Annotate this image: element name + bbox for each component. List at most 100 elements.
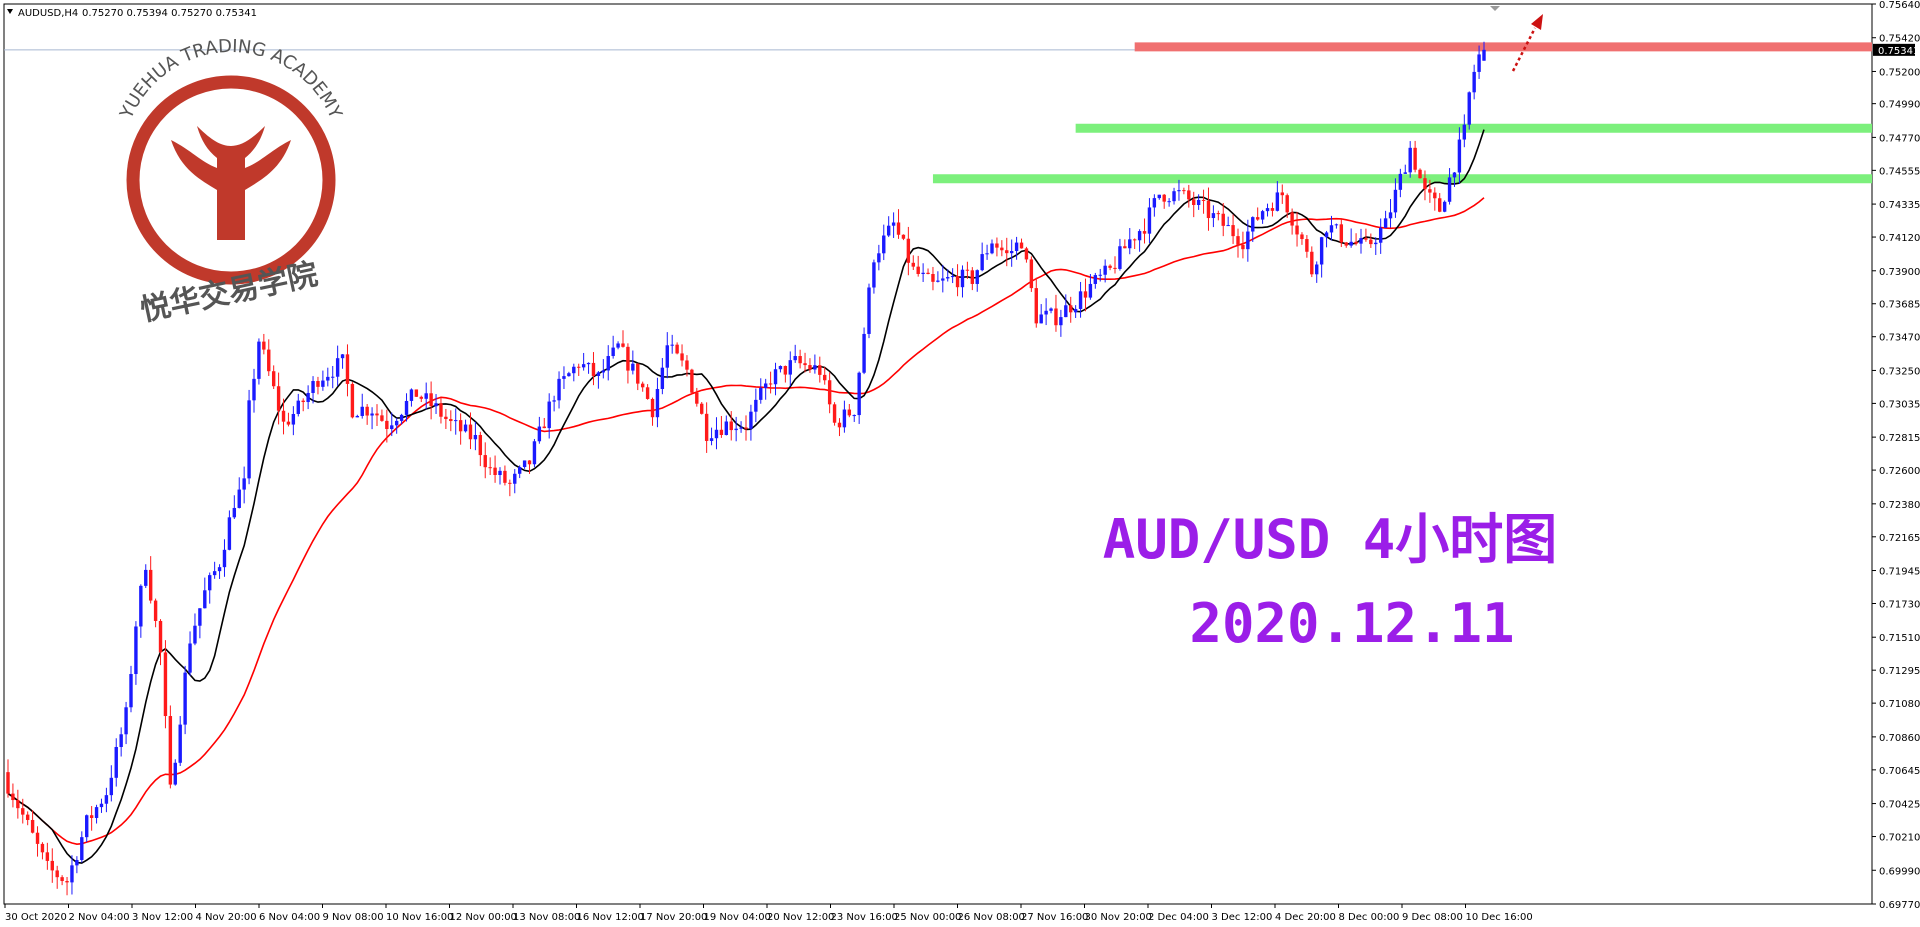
candle [1447, 168, 1452, 205]
candle [168, 705, 173, 789]
candle [636, 363, 640, 391]
candle [960, 265, 965, 298]
candle [813, 354, 817, 374]
overlay-date: 2020.12.11 [1189, 592, 1514, 655]
candle [911, 255, 915, 271]
candle [1403, 164, 1407, 174]
price-tick-label: 0.73470 [1879, 333, 1920, 344]
time-tick-label: 3 Nov 12:00 [132, 912, 193, 923]
candle [847, 404, 852, 418]
candle [857, 371, 861, 424]
candle [827, 372, 832, 414]
candle [449, 410, 453, 432]
candle [572, 363, 576, 382]
candle [1162, 193, 1166, 209]
candle [1393, 178, 1398, 218]
candle [6, 759, 10, 798]
candle [1137, 229, 1142, 252]
candle [626, 343, 630, 384]
candle [247, 389, 251, 485]
candle [1019, 238, 1024, 249]
candle [675, 342, 679, 355]
time-tick-label: 27 Nov 16:00 [1021, 912, 1088, 923]
candle [547, 393, 551, 439]
time-axis[interactable]: 30 Oct 2020 2 Nov 04:00 3 Nov 12:00 4 Nov 2… [4, 904, 1533, 923]
candle [975, 269, 979, 292]
candle [941, 264, 945, 293]
candle [1083, 278, 1088, 312]
time-tick-label: 19 Nov 04:00 [704, 912, 771, 923]
candle [301, 398, 305, 412]
price-tick-label: 0.73685 [1879, 300, 1920, 311]
candle [1182, 187, 1186, 195]
candle [1319, 236, 1324, 278]
candle [50, 848, 54, 883]
chart-shift-marker-icon[interactable] [1490, 6, 1500, 11]
candle [1118, 238, 1122, 271]
candle [345, 344, 350, 397]
candle [537, 416, 542, 444]
price-tick-label: 0.74990 [1879, 100, 1920, 111]
price-tick-label: 0.73035 [1879, 399, 1920, 410]
logo-emblem-icon [171, 126, 291, 240]
candle [434, 394, 438, 414]
logo-academy-cn: 悦华交易学院 [137, 257, 320, 329]
candle [488, 457, 492, 476]
candle [1029, 256, 1034, 292]
candle [217, 564, 222, 579]
candle [754, 388, 758, 423]
candle [1103, 259, 1107, 283]
candle [55, 865, 59, 889]
candle [114, 738, 118, 787]
candle [227, 510, 232, 551]
candle [759, 378, 763, 404]
candle [1477, 45, 1481, 79]
candle [916, 255, 920, 277]
current-price-label: 0.75341 [1878, 46, 1919, 57]
candle [463, 419, 468, 433]
candle [1206, 187, 1211, 231]
candle [970, 267, 975, 291]
candle [823, 367, 827, 385]
candle [867, 283, 871, 339]
candle [606, 345, 610, 381]
candle [1147, 198, 1152, 244]
candle [990, 239, 994, 255]
time-tick-label: 2 Dec 04:00 [1148, 912, 1209, 923]
candle [640, 381, 645, 392]
candle [153, 598, 158, 628]
candle [808, 358, 812, 373]
candle [749, 404, 753, 441]
candle [89, 806, 94, 831]
time-tick-label: 17 Nov 20:00 [640, 912, 707, 923]
symbol-menu-icon[interactable] [7, 9, 13, 14]
candle [99, 798, 104, 813]
candle [1078, 281, 1083, 318]
candle [281, 398, 286, 435]
candle [390, 412, 394, 437]
candle [375, 404, 379, 426]
time-tick-label: 26 Nov 08:00 [958, 912, 1025, 923]
candle [1113, 256, 1117, 274]
candle [950, 268, 955, 284]
candle [296, 393, 300, 417]
candle [773, 362, 778, 396]
price-tick-label: 0.73900 [1879, 267, 1920, 278]
candles [6, 41, 1486, 896]
candle [1285, 193, 1289, 218]
candle [1039, 304, 1043, 324]
candle [1354, 233, 1358, 246]
candle [35, 826, 40, 857]
overlay-title: AUD/USD 4小时图 [1103, 508, 1558, 571]
candle [621, 330, 625, 348]
price-tick-label: 0.71730 [1879, 599, 1920, 610]
candle [124, 701, 128, 745]
candle [586, 362, 591, 374]
time-tick-label: 10 Dec 16:00 [1466, 912, 1533, 923]
candle [1014, 236, 1019, 260]
candle [1226, 216, 1230, 227]
price-tick-label: 0.70860 [1879, 733, 1920, 744]
candle [262, 333, 266, 355]
